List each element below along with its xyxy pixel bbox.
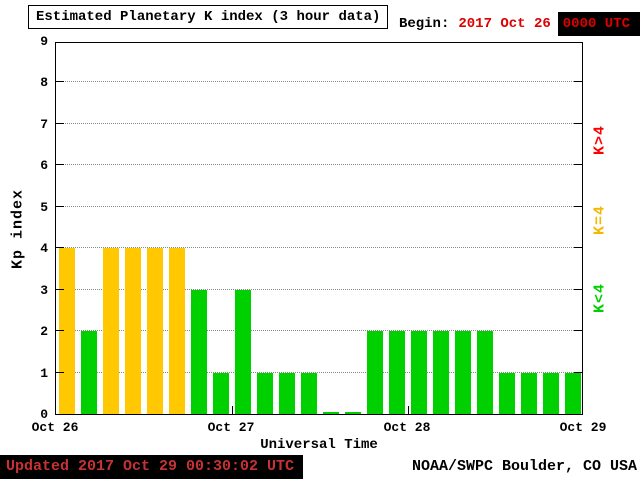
kp-bar-3 bbox=[125, 248, 141, 414]
y-tick-mark-right-4 bbox=[574, 247, 582, 249]
legend-k-lt-4: K<4 bbox=[591, 283, 609, 314]
y-tick-label-8: 8 bbox=[40, 75, 48, 91]
kp-bar-22 bbox=[543, 372, 559, 414]
kp-bar-4 bbox=[147, 248, 163, 414]
x-axis-label: Universal Time bbox=[260, 437, 378, 453]
x-tick-label-1: Oct 27 bbox=[207, 420, 255, 435]
y-tick-mark-left-2 bbox=[56, 330, 64, 332]
updated-timestamp: Updated 2017 Oct 29 00:30:02 UTC bbox=[0, 455, 304, 479]
gridline-kp-3 bbox=[56, 288, 582, 290]
kp-bar-20 bbox=[499, 372, 515, 414]
kp-bar-1 bbox=[81, 331, 97, 414]
y-tick-mark-right-7 bbox=[574, 122, 582, 124]
y-tick-mark-left-1 bbox=[56, 371, 64, 373]
chart-title: Estimated Planetary K index (3 hour data… bbox=[28, 5, 389, 29]
begin-time-line: Begin: 2017 Oct 26 0000 UTC bbox=[399, 12, 640, 36]
plot-area bbox=[55, 42, 583, 415]
kp-bar-23 bbox=[565, 372, 581, 414]
kp-bar-10 bbox=[279, 372, 295, 414]
y-tick-mark-right-3 bbox=[574, 288, 582, 290]
y-tick-label-5: 5 bbox=[40, 199, 48, 215]
y-tick-label-9: 9 bbox=[40, 34, 48, 49]
kp-bar-19 bbox=[477, 331, 493, 414]
y-tick-mark-left-6 bbox=[56, 164, 64, 166]
gridline-kp-2 bbox=[56, 330, 582, 332]
kp-bar-12 bbox=[323, 412, 339, 414]
begin-time-value: 0000 UTC bbox=[557, 12, 640, 36]
credit-text: NOAA/SWPC Boulder, CO USA bbox=[411, 458, 637, 475]
y-tick-label-7: 7 bbox=[40, 116, 48, 132]
kp-bar-9 bbox=[257, 372, 273, 414]
y-tick-mark-left-7 bbox=[56, 122, 64, 124]
y-tick-mark-right-2 bbox=[574, 330, 582, 332]
gridline-kp-5 bbox=[56, 205, 582, 207]
kp-bar-13 bbox=[345, 412, 361, 414]
y-axis-label: Kp index bbox=[9, 188, 27, 269]
kp-bar-5 bbox=[169, 248, 185, 414]
x-tick-mark-1 bbox=[232, 406, 233, 414]
kp-bar-18 bbox=[455, 331, 471, 414]
y-tick-label-4: 4 bbox=[40, 241, 48, 257]
y-tick-label-2: 2 bbox=[40, 324, 48, 340]
kp-bar-16 bbox=[411, 331, 427, 414]
y-tick-mark-right-6 bbox=[574, 164, 582, 166]
y-tick-mark-left-5 bbox=[56, 205, 64, 207]
y-tick-mark-left-4 bbox=[56, 247, 64, 249]
legend-k-gt-4: K>4 bbox=[591, 125, 609, 156]
kp-bar-7 bbox=[213, 372, 229, 414]
y-tick-label-0: 0 bbox=[40, 407, 48, 422]
gridline-kp-7 bbox=[56, 122, 582, 124]
begin-label: Begin: bbox=[398, 16, 450, 32]
y-tick-mark-left-3 bbox=[56, 288, 64, 290]
gridline-kp-1 bbox=[56, 371, 582, 373]
gridline-kp-6 bbox=[56, 164, 582, 166]
kp-bar-6 bbox=[191, 289, 207, 414]
kp-bar-21 bbox=[521, 372, 537, 414]
legend-k-eq-4: K=4 bbox=[591, 205, 609, 236]
y-tick-label-6: 6 bbox=[40, 158, 48, 174]
y-tick-mark-left-8 bbox=[56, 81, 64, 83]
gridline-kp-8 bbox=[56, 81, 582, 83]
kp-bar-17 bbox=[433, 331, 449, 414]
x-tick-label-0: Oct 26 bbox=[31, 420, 79, 435]
y-tick-label-3: 3 bbox=[40, 282, 48, 298]
gridline-kp-4 bbox=[56, 247, 582, 249]
kp-bar-11 bbox=[301, 372, 317, 414]
kp-bar-14 bbox=[367, 331, 383, 414]
x-tick-mark-2 bbox=[408, 406, 409, 414]
x-tick-label-3: Oct 29 bbox=[559, 420, 607, 435]
y-tick-label-1: 1 bbox=[40, 365, 48, 381]
begin-date: 2017 Oct 26 bbox=[458, 16, 551, 32]
kp-bar-15 bbox=[389, 331, 405, 414]
kp-bar-8 bbox=[235, 289, 251, 414]
y-tick-mark-right-8 bbox=[574, 81, 582, 83]
x-tick-label-2: Oct 28 bbox=[383, 420, 431, 435]
y-tick-mark-right-5 bbox=[574, 205, 582, 207]
kp-bar-2 bbox=[103, 248, 119, 414]
y-tick-mark-right-1 bbox=[574, 371, 582, 373]
